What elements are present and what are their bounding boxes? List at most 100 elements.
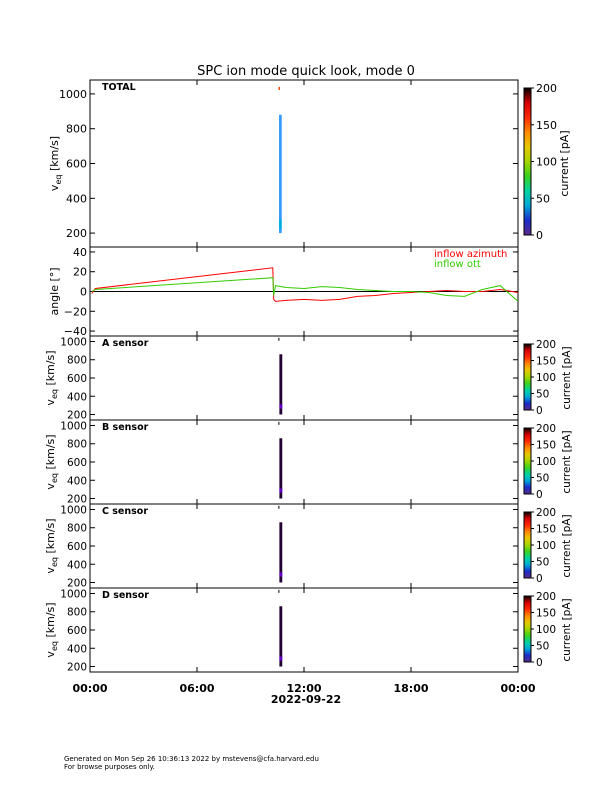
panel-total-colorbar-tick-label: 150 [536,119,557,132]
panel-d-colorbar-tick-label: 150 [536,608,556,620]
panel-d-spectrum-strip [279,606,283,667]
panel-b-ytick-label: 600 [67,457,87,469]
panel-b-ytick-label: 800 [67,439,87,451]
panel-b-spectrum-outlier [278,421,280,425]
panel-a-label: A sensor [102,338,149,349]
panel-total-spectrum-strip [279,114,282,234]
panel-total-spectrum-low [279,219,282,230]
panel-c-colorbar-tick-label: 200 [536,507,556,519]
x-tick-label: 18:00 [393,682,428,695]
panel-a-ylabel: veq [km/s] [44,350,59,405]
panel-total-ytick-label: 400 [66,192,87,205]
panel-c-ytick-label: 600 [67,541,87,553]
footer-generated-line: Generated on Mon Sep 26 10:36:13 2022 by… [64,755,319,763]
figure-title: SPC ion mode quick look, mode 0 [197,64,415,79]
panel-c-spectrum-accent [279,572,283,577]
panel-total-label: TOTAL [102,82,136,93]
panel-c-ytick-label: 800 [67,523,87,535]
panel-d-colorbar-tick-label: 200 [536,591,556,603]
panel-c-colorbar-tick-label: 100 [536,540,556,552]
panel-angle-legend-entry: inflow ott [434,259,481,270]
panel-total-ytick-label: 600 [66,158,87,171]
panel-d-colorbar-tick-label: 50 [536,641,549,653]
panel-total-ytick-label: 1000 [59,88,87,101]
panel-total-spectrum-outlier [278,86,281,90]
x-tick-label: 12:00 [286,682,321,695]
panel-b-ylabel: veq [km/s] [44,434,59,489]
x-axis-labels: 00:00 06:00 12:00 18:00 00:00 [72,682,535,695]
panel-d-frame [89,587,519,673]
panel-b-colorbar-tick-label: 150 [536,440,556,452]
panel-c-ytick-label: 200 [67,578,87,590]
panel-c-ylabel: veq [km/s] [44,518,59,573]
panel-total-ytick-label: 200 [66,227,87,240]
panel-b-colorbar-tick-label: 50 [536,473,549,485]
panel-c-ytick-label: 1000 [60,504,87,516]
panel-a-colorbar-tick-label: 0 [536,405,543,417]
panel-c-frame [89,503,519,589]
panel-a-ytick-label: 1000 [60,336,87,348]
panel-total-colorbar-tick-label: 50 [536,192,550,205]
panel-b-label: B sensor [102,422,149,433]
panel-c-colorbar-label: current [pA] [561,514,573,577]
panel-angle-ytick-label: −40 [64,325,87,338]
panel-angle-ytick-label: −20 [64,305,87,318]
panel-a-ytick-label: 800 [67,355,87,367]
panel-a-ytick-label: 600 [67,373,87,385]
x-tick-label: 00:00 [72,682,107,695]
footer-browse-line: For browse purposes only. [64,763,155,771]
panel-a-colorbar-tick-label: 100 [536,372,556,384]
panel-angle-ytick-label: 0 [80,286,87,299]
panel-total-colorbar-tick-label: 100 [536,156,557,169]
panel-a-ytick-label: 200 [67,410,87,422]
panel-c-label: C sensor [102,506,148,517]
panel-c-spectrum-outlier [278,505,280,509]
panel-b-ytick-label: 1000 [60,420,87,432]
panel-c-spectrum-strip [279,522,283,583]
panel-d-label: D sensor [102,590,149,601]
panel-total-colorbar-tick-label: 0 [536,229,543,242]
panel-a-colorbar-label: current [pA] [561,346,573,409]
panel-d-colorbar-tick-label: 0 [536,657,543,669]
panel-total-ytick-label: 800 [66,123,87,136]
panel-b-ytick-label: 400 [67,475,87,487]
panel-d-ytick-label: 1000 [60,588,87,600]
panel-b-spectrum-accent [279,488,283,493]
panel-a-spectrum-strip [279,354,283,415]
panel-b-colorbar-tick-label: 0 [536,489,543,501]
panel-angle-ytick-label: 20 [73,266,87,279]
panel-a-spectrum-accent [279,404,283,409]
panel-c-colorbar-tick-label: 0 [536,573,543,585]
panel-b-colorbar-tick-label: 100 [536,456,556,468]
panel-a-colorbar-tick-label: 50 [536,389,549,401]
panel-a-colorbar-tick-label: 200 [536,339,556,351]
panel-angle: −40 −20 0 20 40 angle [°] inflow azimuthinflow… [48,246,519,338]
x-axis-date-label: 2022-09-22 [271,693,341,706]
panel-d-colorbar-label: current [pA] [561,598,573,661]
panel-d-ytick-label: 400 [67,643,87,655]
x-tick-label: 00:00 [500,682,535,695]
panel-c-colorbar [523,511,532,579]
panel-angle-series-inflow-azimuth [91,267,519,302]
panel-a-ytick-label: 400 [67,391,87,403]
panel-angle-ytick-label: 40 [73,246,87,259]
panel-a-spectrum-outlier [278,337,280,341]
panel-b-frame [89,419,519,505]
panel-b-spectrum-strip [279,438,283,499]
panel-total-colorbar-tick-label: 200 [536,82,557,95]
panel-a-colorbar [523,343,532,411]
x-tick-label: 06:00 [179,682,214,695]
panel-d-spectrum-outlier [278,589,280,593]
panel-total: 200 400 600 800 1000 veq [km/s] TOTAL 0 50 100 150… [48,79,571,248]
panel-angle-legend-entry: inflow azimuth [434,249,507,260]
panel-total-frame [89,79,519,248]
panel-c-ytick-label: 400 [67,559,87,571]
panel-b-colorbar [523,427,532,495]
panel-a-frame [89,335,519,421]
